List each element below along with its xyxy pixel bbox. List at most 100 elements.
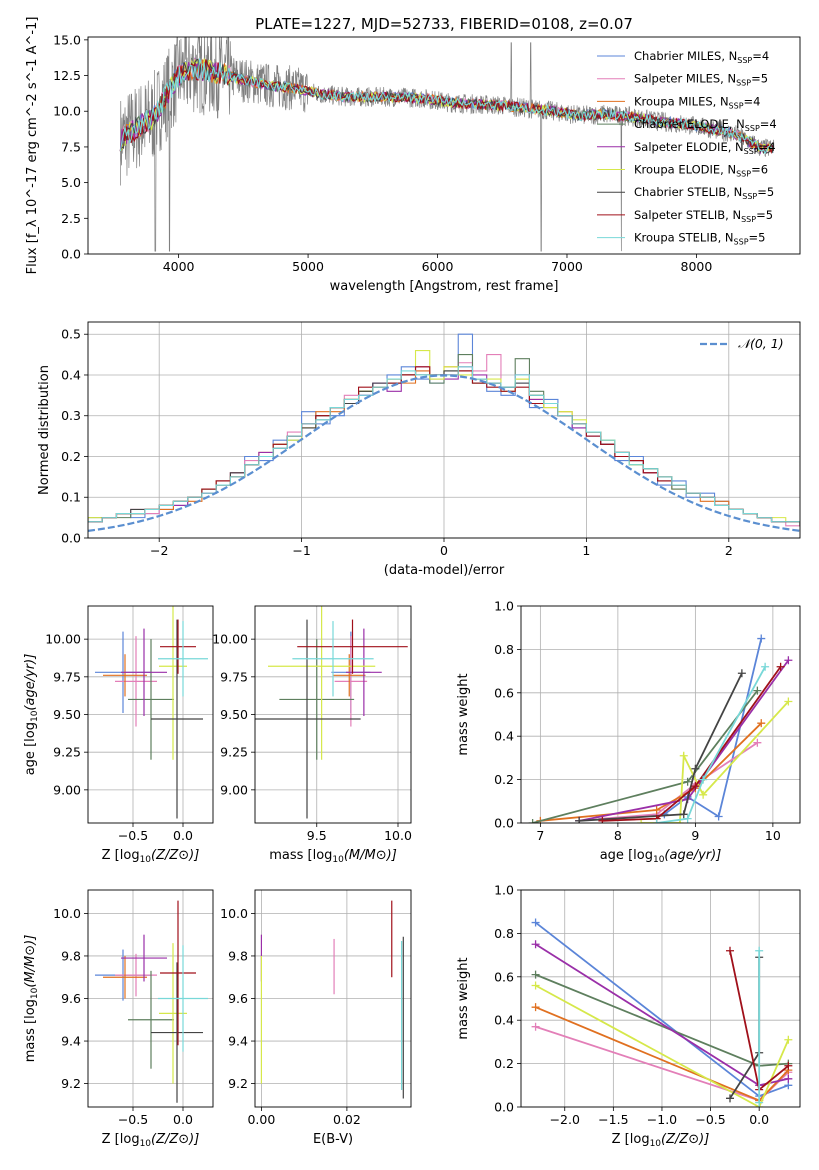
panel-mass-vs-Z: −0.5 0.0 9.2 9.4 9.6 9.8 10.0 Z [log10(Z/Z⊙)] ma… (23, 889, 214, 1149)
x-tick-label: −2 (150, 543, 168, 558)
mw-point-salpeter-stelib (776, 662, 785, 671)
y-tick-label: 9.00 (53, 782, 81, 797)
plot-area (95, 900, 208, 1103)
panel-massweight-vs-Z: −2.0 −1.5 −1.0 −0.5 0.0 0.0 0.2 0.4 0.6 0.8 1.0 Z [… (456, 883, 801, 1149)
y-tick-label: 0.1 (61, 490, 81, 505)
axes-frame (87, 889, 214, 1108)
panel-age-vs-Z: −0.5 0.0 9.00 9.25 9.50 9.75 10.00 Z [log10(Z/Z… (23, 605, 214, 865)
mw-point-salpeter-miles (753, 738, 762, 747)
axes-frame (87, 605, 214, 824)
spectrum-legend: Chabrier MILES, NSSP=4 Salpeter MILES, NS… (597, 49, 777, 247)
mw-point-kroupa-miles (531, 1003, 540, 1012)
y-tick-label: 0.0 (61, 531, 81, 546)
x-tick-label: 1 (582, 543, 590, 558)
x-tick-label: 0.0 (173, 1112, 193, 1127)
plot-area (88, 333, 800, 532)
axes-frame (87, 36, 801, 255)
axes-frame (254, 889, 412, 1108)
y-tick-label: 10.0 (53, 104, 81, 119)
axes-frame (520, 605, 801, 824)
panel-mass-vs-EBV: 0.00 0.02 9.2 9.4 9.6 9.8 10.0 E(B-V) (220, 889, 412, 1147)
mw-point-salpeter-elodie (531, 940, 540, 949)
plot-area (260, 900, 404, 1099)
mw-point-chabrier-miles (531, 918, 540, 927)
x-tick-label: −0.5 (695, 1112, 725, 1127)
mw-point-chabrier-stelib (737, 669, 746, 678)
x-axis-label: E(B-V) (313, 1132, 353, 1147)
y-tick-label: 1.0 (494, 599, 514, 614)
y-tick-label: 10.0 (53, 906, 81, 921)
y-tick-label: 9.50 (220, 707, 248, 722)
y-tick-label: 0.0 (494, 1100, 514, 1115)
y-tick-label: 9.8 (61, 948, 81, 963)
y-tick-label: 9.75 (220, 669, 248, 684)
hist-chabrier-stelib (88, 370, 800, 527)
mw-point-salpeter-miles (531, 1022, 540, 1031)
mw-point-salpeter-elodie (784, 1074, 793, 1083)
y-tick-label: 9.6 (61, 991, 81, 1006)
x-tick-label: 7000 (551, 259, 583, 274)
x-tick-label: 10.0 (384, 828, 412, 843)
x-axis-label: (data-model)/error (384, 563, 505, 578)
y-tick-label: 0.2 (494, 772, 514, 787)
y-axis-label: mass weight (456, 957, 471, 1039)
y-axis-label: mass weight (456, 673, 471, 755)
mw-point-kroupa-elodie (699, 790, 708, 799)
mw-line-chabrier-miles (663, 638, 763, 818)
axes: 4000 5000 6000 7000 8000 0.0 2.5 5.0 7.5 10.0 12.5… (25, 17, 801, 294)
x-tick-label: 5000 (292, 259, 324, 274)
y-tick-label: 9.00 (220, 782, 248, 797)
mw-point-chabrier-elodie (683, 777, 692, 786)
y-tick-label: 0.2 (494, 1056, 514, 1071)
mw-line-kroupa-miles (540, 722, 762, 822)
y-tick-label: 0.0 (494, 816, 514, 831)
y-tick-label: 0.0 (61, 247, 81, 262)
x-tick-label: 4000 (163, 259, 195, 274)
hist-salpeter-miles (88, 354, 800, 527)
y-tick-label: 9.2 (228, 1076, 248, 1091)
mw-point-kroupa-stelib (761, 662, 770, 671)
legend-gaussian-label: 𝒩(0, 1) (738, 336, 784, 351)
x-tick-label: 9.5 (307, 828, 327, 843)
mw-line-chabrier-stelib (579, 672, 743, 822)
y-axis-label: mass [log10(M/M⊙)] (23, 935, 40, 1063)
legend-label-kroupa-elodie: Kroupa ELODIE, NSSP=6 (634, 163, 768, 179)
mw-line-kroupa-elodie (535, 984, 790, 1107)
x-tick-label: −1.0 (647, 1112, 677, 1127)
y-tick-label: 9.50 (53, 707, 81, 722)
panel-age-vs-mass: 9.5 10.0 9.00 9.25 9.50 9.75 10.00 mass [log10(… (212, 605, 412, 865)
mw-point-chabrier-miles (714, 812, 723, 821)
y-tick-label: 10.00 (45, 632, 81, 647)
mw-point-salpeter-stelib (726, 946, 735, 955)
y-tick-label: 0.2 (61, 449, 81, 464)
axes: −0.5 0.0 9.00 9.25 9.50 9.75 10.00 Z [log10(Z/Z… (23, 605, 214, 865)
legend-label-salpeter-stelib: Salpeter STELIB, NSSP=5 (634, 208, 773, 224)
mw-point-chabrier-stelib (575, 816, 584, 823)
x-axis-label: Z [log10(Z/Z⊙)] (612, 1132, 710, 1149)
axes: −2 −1 0 1 2 0.0 0.1 0.2 0.3 0.4 0.5 (data-model)/er… (37, 321, 801, 578)
legend-label-chabrier-miles: Chabrier MILES, NSSP=4 (634, 49, 769, 65)
spectrum-model-kroupa-stelib (119, 58, 774, 155)
mw-point-salpeter-stelib (691, 782, 700, 791)
legend-label-chabrier-stelib: Chabrier STELIB, NSSP=5 (634, 185, 774, 201)
plot-area (95, 606, 208, 819)
axes: −2.0 −1.5 −1.0 −0.5 0.0 0.0 0.2 0.4 0.6 0.8 1.0 Z [… (456, 883, 801, 1149)
legend-label-kroupa-miles: Kroupa MILES, NSSP=4 (634, 94, 760, 110)
axes: 7 8 9 10 0.0 0.2 0.4 0.6 0.8 1.0 age [log10(age/yr… (456, 599, 801, 865)
y-tick-label: 9.8 (228, 948, 248, 963)
x-axis-label: Z [log10(Z/Z⊙)] (102, 848, 200, 865)
panel-massweight-vs-age: 7 8 9 10 0.0 0.2 0.4 0.6 0.8 1.0 age [log10(age/yr… (456, 599, 801, 865)
legend-label-salpeter-miles: Salpeter MILES, NSSP=5 (634, 72, 768, 88)
mw-point-kroupa-stelib (699, 775, 708, 784)
x-tick-label: −0.5 (118, 1112, 148, 1127)
hist-chabrier-miles (88, 333, 800, 527)
mw-point-kroupa-elodie (637, 819, 646, 823)
y-tick-label: 15.0 (53, 32, 81, 47)
mw-point-salpeter-elodie (784, 656, 793, 665)
legend-label-kroupa-stelib: Kroupa STELIB, NSSP=5 (634, 231, 765, 247)
y-tick-label: 0.6 (494, 685, 514, 700)
y-tick-label: 0.3 (61, 408, 81, 423)
y-tick-label: 9.25 (53, 745, 81, 760)
y-tick-label: 1.0 (494, 883, 514, 898)
